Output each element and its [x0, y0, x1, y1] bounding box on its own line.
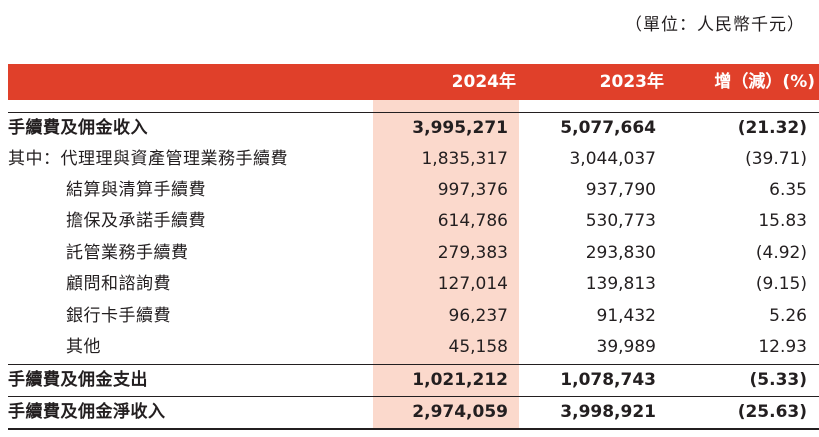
table-row: 擔保及承諾手續費 614,786 530,773 15.83 — [0, 206, 819, 237]
cell-change: (39.71) — [745, 149, 807, 169]
cell-2023: 139,813 — [585, 274, 656, 294]
cell-change: (9.15) — [755, 274, 807, 294]
table-row: 手續費及佣金收入 3,995,271 5,077,664 (21.32) — [0, 113, 819, 144]
cell-2023: 1,078,743 — [560, 370, 656, 390]
cell-2023: 3,998,921 — [560, 402, 656, 422]
cell-change: 12.93 — [758, 337, 807, 357]
table-row: 顧問和諮詢費 127,014 139,813 (9.15) — [0, 269, 819, 300]
cell-change: 5.26 — [769, 306, 807, 326]
row-label: 其中：代理理與資產管理業務手續費 — [8, 149, 288, 169]
cell-2023: 937,790 — [585, 180, 656, 200]
cell-2024: 279,383 — [437, 243, 508, 263]
row-label: 其他 — [66, 337, 101, 357]
cell-2023: 293,830 — [585, 243, 656, 263]
cell-2023: 5,077,664 — [560, 118, 656, 138]
cell-change: (21.32) — [737, 118, 807, 138]
total-separator — [8, 396, 819, 397]
cell-2023: 3,044,037 — [569, 149, 656, 169]
subtotal-separator — [8, 364, 819, 365]
table-row: 結算與清算手續費 997,376 937,790 6.35 — [0, 175, 819, 206]
cell-2023: 91,432 — [596, 306, 656, 326]
cell-2024: 45,158 — [448, 337, 508, 357]
bottom-rule — [8, 428, 819, 430]
cell-2024: 2,974,059 — [412, 402, 508, 422]
header-separator — [8, 112, 819, 113]
header-change: 增（減）(%) — [714, 72, 815, 92]
cell-2024: 127,014 — [437, 274, 508, 294]
cell-change: 6.35 — [769, 180, 807, 200]
row-label: 手續費及佣金支出 — [8, 370, 148, 390]
cell-change: (4.92) — [755, 243, 807, 263]
table-header: 2024年 2023年 增（減）(%) — [8, 64, 819, 100]
row-label: 手續費及佣金收入 — [8, 118, 148, 138]
table-row: 其中：代理理與資產管理業務手續費 1,835,317 3,044,037 (39… — [0, 144, 819, 175]
table-row: 託管業務手續費 279,383 293,830 (4.92) — [0, 238, 819, 269]
cell-2024: 1,021,212 — [412, 370, 508, 390]
row-label: 顧問和諮詢費 — [66, 274, 171, 294]
unit-note: （單位：人民幣千元） — [625, 15, 805, 35]
row-label: 結算與清算手續費 — [66, 180, 206, 200]
row-label: 手續費及佣金淨收入 — [8, 402, 166, 422]
row-label: 銀行卡手續費 — [66, 306, 171, 326]
table-row: 其他 45,158 39,989 12.93 — [0, 332, 819, 363]
header-2023: 2023年 — [599, 72, 664, 92]
header-2024: 2024年 — [451, 72, 516, 92]
cell-2024: 997,376 — [437, 180, 508, 200]
cell-2023: 530,773 — [585, 211, 656, 231]
table-row: 手續費及佣金支出 1,021,212 1,078,743 (5.33) — [0, 365, 819, 396]
cell-2024: 614,786 — [437, 211, 508, 231]
cell-2024: 1,835,317 — [421, 149, 508, 169]
cell-2024: 96,237 — [448, 306, 508, 326]
row-label: 託管業務手續費 — [66, 243, 189, 263]
cell-2024: 3,995,271 — [412, 118, 508, 138]
cell-change: (5.33) — [749, 370, 807, 390]
cell-change: 15.83 — [758, 211, 807, 231]
highlight-column-2024 — [373, 100, 519, 430]
cell-2023: 39,989 — [596, 337, 656, 357]
table-row: 銀行卡手續費 96,237 91,432 5.26 — [0, 301, 819, 332]
table-row: 手續費及佣金淨收入 2,974,059 3,998,921 (25.63) — [0, 397, 819, 428]
cell-change: (25.63) — [737, 402, 807, 422]
row-label: 擔保及承諾手續費 — [66, 211, 206, 231]
